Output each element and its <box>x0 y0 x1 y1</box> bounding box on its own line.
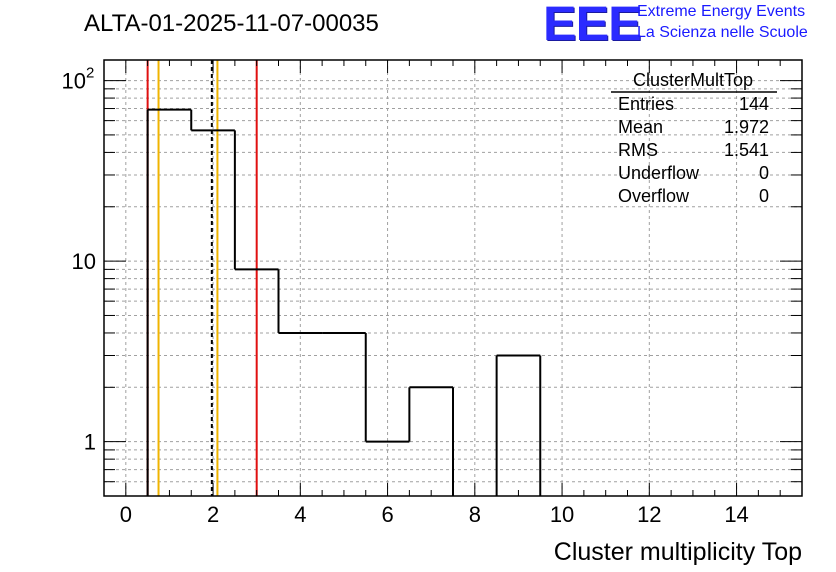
axis-ticks <box>103 60 803 497</box>
x-tick-label: 6 <box>381 502 393 527</box>
stats-row-overflow-label: Overflow <box>618 186 690 206</box>
stats-row-overflow-value: 0 <box>759 186 769 206</box>
y-tick-label-100: 10 <box>62 69 86 94</box>
stats-row-underflow-value: 0 <box>759 163 769 183</box>
stats-row-rms-value: 1.541 <box>724 140 769 160</box>
y-tick-label-1: 1 <box>84 430 96 455</box>
stats-row-entries-value: 144 <box>739 94 769 114</box>
logo-subtitle-line1: Extreme Energy Events <box>637 3 806 20</box>
x-tick-label: 12 <box>637 502 661 527</box>
stats-row-entries-label: Entries <box>618 94 674 114</box>
x-tick-label: 0 <box>120 502 132 527</box>
stats-box-title: ClusterMultTop <box>633 70 753 90</box>
axis-tick-labels: 0 2 4 6 8 10 12 14 <box>120 502 749 527</box>
y-tick-label-100-exponent: 2 <box>86 65 94 82</box>
stats-row-mean-label: Mean <box>618 117 663 137</box>
x-tick-label: 8 <box>469 502 481 527</box>
stats-row-rms-label: RMS <box>618 140 658 160</box>
stats-box: ClusterMultTop Entries 144 Mean 1.972 RM… <box>611 70 777 206</box>
x-tick-label: 14 <box>724 502 748 527</box>
marker-lines <box>146 60 258 496</box>
stats-row-underflow-label: Underflow <box>618 163 700 183</box>
x-tick-label: 4 <box>294 502 306 527</box>
x-axis-title: Cluster multiplicity Top <box>554 538 802 566</box>
y-tick-label-10: 10 <box>72 249 96 274</box>
run-title: ALTA-01-2025-11-07-00035 <box>84 10 379 37</box>
logo-subtitle-line2: La Scienza nelle Scuole <box>637 24 808 41</box>
x-tick-label: 10 <box>550 502 574 527</box>
x-tick-label: 2 <box>207 502 219 527</box>
eee-logo: EEE <box>543 0 642 51</box>
grid-lines <box>104 60 802 497</box>
histogram-outline <box>146 108 542 496</box>
stats-row-mean-value: 1.972 <box>724 117 769 137</box>
